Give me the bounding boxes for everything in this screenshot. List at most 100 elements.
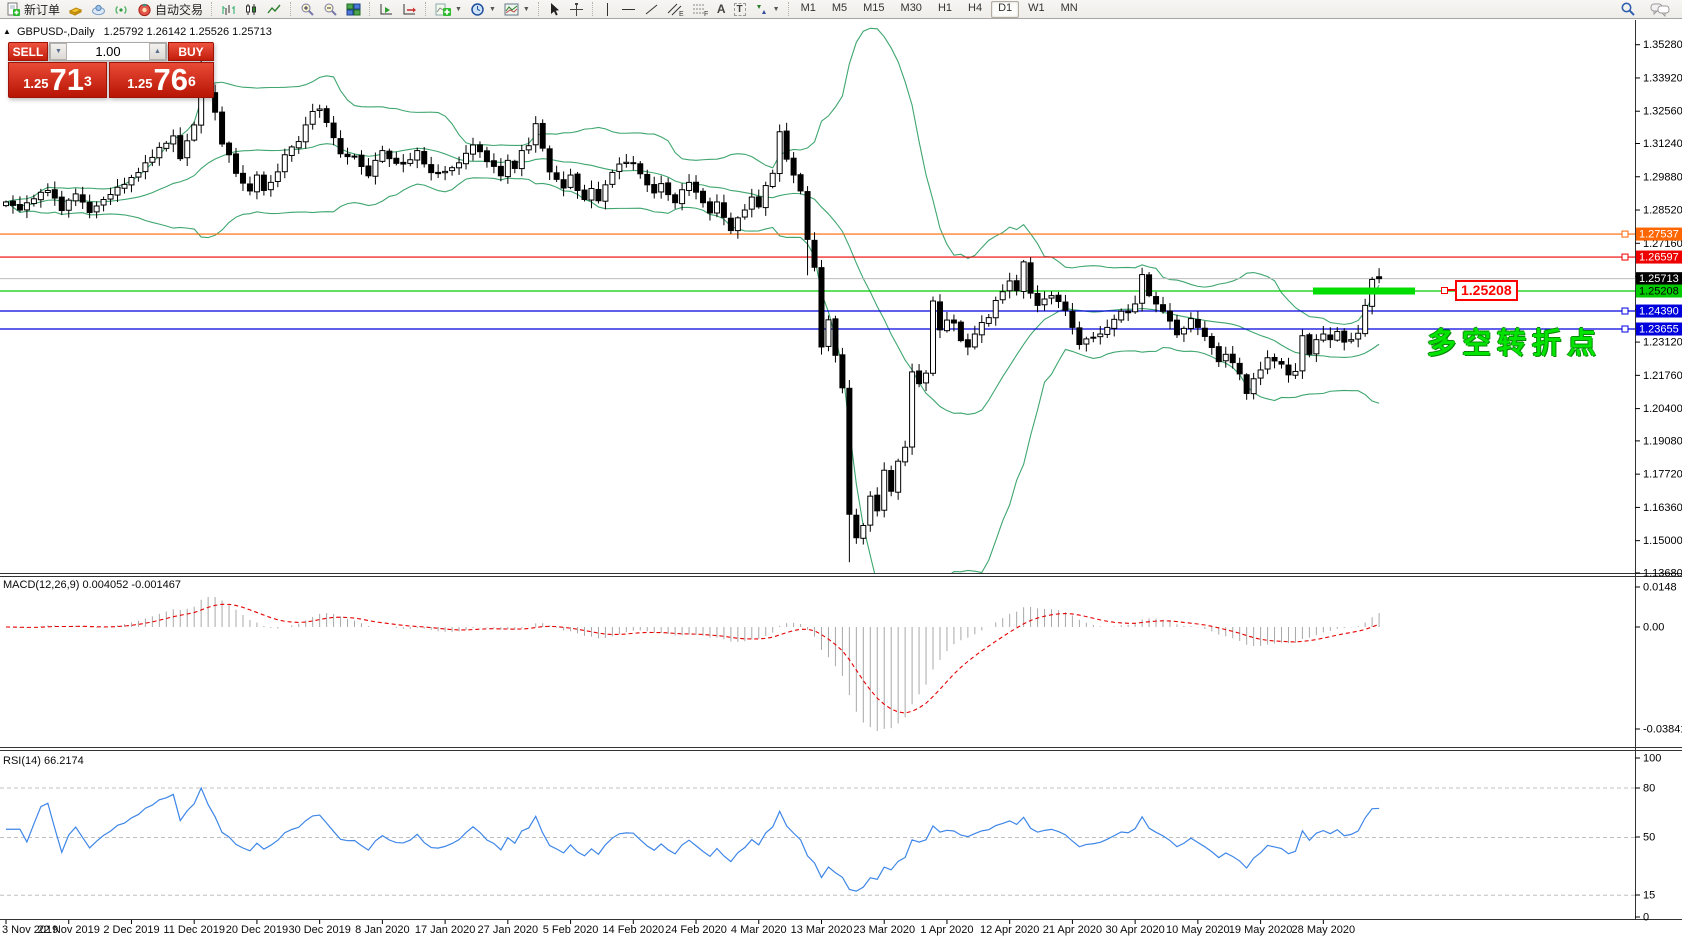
arrows-button[interactable]: ▼ (750, 0, 784, 19)
buy-button[interactable]: BUY (168, 42, 214, 61)
channel-icon: E (667, 2, 684, 17)
price-badge-label: 1.23655 (1639, 324, 1679, 336)
price-tick-label: 1.23120 (1643, 337, 1682, 349)
text-button[interactable]: A (713, 0, 730, 19)
zoom-in-button[interactable] (296, 0, 319, 19)
timeframe-W1[interactable]: W1 (1028, 1, 1045, 14)
price-badge (1636, 304, 1682, 318)
price-tick-label: 1.19080 (1643, 435, 1682, 447)
price-level-flag[interactable]: 1.25208 (1455, 280, 1518, 301)
rsi-tick-label: 0 (1643, 912, 1649, 924)
price-tick-label: 1.21760 (1643, 370, 1682, 382)
timeframe-H1[interactable]: H1 (937, 1, 952, 14)
price-badge-label: 1.25713 (1639, 273, 1679, 285)
styler-button[interactable] (64, 0, 87, 19)
dropdown-caret: ▼ (772, 5, 780, 13)
timeframe-D1[interactable]: D1 (991, 0, 1020, 18)
arrows-icon (754, 2, 769, 17)
dropdown-caret: ▼ (455, 5, 462, 13)
text-label-button[interactable]: T (730, 0, 750, 19)
date-label: 30 Dec 2019 (288, 924, 351, 936)
cloud-user-icon (91, 2, 106, 17)
crosshair-button[interactable] (565, 0, 588, 19)
volume-value[interactable]: 1.00 (67, 43, 149, 60)
volume-decrease-button[interactable]: ▼ (50, 43, 67, 60)
horizontal-line-icon (621, 2, 636, 17)
price-flag-handle[interactable] (1441, 287, 1448, 294)
volume-stepper: ▼ 1.00 ▲ (49, 42, 167, 61)
periods-button[interactable]: ▼ (466, 0, 500, 19)
price-badge-label: 1.27537 (1639, 229, 1679, 241)
signals-button[interactable] (110, 0, 133, 19)
timeframe-group: M1 M5 M15 M30 H1 H4 D1 W1 MN (794, 0, 1085, 18)
cursor-button[interactable] (544, 0, 565, 19)
timeframe-M15[interactable]: M15 (863, 1, 885, 14)
equidistant-channel-button[interactable]: E (663, 0, 688, 19)
chat-bubbles-icon (1650, 2, 1670, 17)
templates-button[interactable]: ▼ (500, 0, 534, 19)
price-tick-label: 1.20400 (1643, 403, 1682, 415)
timeframe-M1[interactable]: M1 (800, 1, 816, 14)
text-icon: A (716, 2, 726, 16)
macd-tick-label: 0.0148 (1643, 582, 1677, 594)
auto-trading-button[interactable]: 自动交易 (133, 0, 207, 19)
price-tick-label: 1.27160 (1643, 238, 1682, 250)
new-order-icon (6, 2, 21, 17)
sell-price-big: 71 (49, 62, 84, 97)
auto-trading-icon (137, 2, 152, 17)
price-tick-label: 1.17720 (1643, 469, 1682, 481)
macd-tick-label: -0.038415 (1643, 724, 1682, 736)
chat-button[interactable] (1646, 0, 1674, 19)
search-icon (1620, 1, 1636, 17)
community-button[interactable] (87, 0, 110, 19)
fibonacci-button[interactable]: F (688, 0, 713, 19)
trendline-button[interactable] (640, 0, 663, 19)
trendline-icon (644, 2, 659, 17)
new-order-button[interactable]: 新订单 (2, 0, 64, 19)
date-label: 14 Feb 2020 (602, 924, 665, 936)
zoom-out-icon (323, 2, 338, 17)
zoom-out-button[interactable] (319, 0, 342, 19)
date-label: 20 Dec 2019 (225, 924, 289, 936)
auto-scroll-button[interactable] (375, 0, 398, 19)
timeframe-M30[interactable]: M30 (900, 1, 922, 14)
indicators-button[interactable]: ▼ (431, 0, 466, 19)
buy-price-display[interactable]: 1.25 76 6 (109, 62, 214, 98)
date-label: 8 Jan 2020 (355, 924, 410, 936)
new-order-label: 新订单 (24, 2, 61, 17)
line-chart-button[interactable] (263, 0, 286, 19)
candlestick-chart-button[interactable] (240, 0, 263, 19)
price-tick-label: 1.28520 (1643, 205, 1682, 217)
rsi-line (6, 786, 1380, 892)
price-tick-label: 1.29880 (1643, 171, 1682, 183)
toolbar-separator (425, 2, 427, 16)
volume-increase-button[interactable]: ▲ (149, 43, 166, 60)
bar-chart-button[interactable] (217, 0, 240, 19)
search-button[interactable] (1616, 0, 1640, 19)
timeframe-M5[interactable]: M5 (831, 1, 848, 14)
vertical-line-icon (602, 2, 613, 17)
date-label: 27 Jan 2020 (477, 924, 539, 936)
auto-trading-label: 自动交易 (155, 2, 204, 17)
dropdown-caret: ▼ (522, 5, 530, 13)
timeframe-H4[interactable]: H4 (968, 1, 983, 14)
horizontal-line-button[interactable] (617, 0, 640, 19)
macd-signal-line (5, 603, 1380, 714)
price-badge-label: 1.26597 (1639, 252, 1679, 264)
tile-windows-button[interactable] (342, 0, 365, 19)
symbol-collapse-arrow[interactable]: ▲ (3, 27, 11, 36)
buy-price-big: 76 (153, 62, 188, 97)
chart-shift-button[interactable] (398, 0, 421, 19)
date-label: 11 Dec 2019 (163, 924, 225, 936)
sell-price-display[interactable]: 1.25 71 3 (8, 62, 107, 98)
line-handle (1621, 253, 1629, 261)
price-badge (1636, 272, 1682, 286)
price-badge (1636, 284, 1682, 298)
sell-button[interactable]: SELL (8, 42, 48, 61)
vertical-line-button[interactable] (598, 0, 617, 19)
candles-layer (3, 47, 1383, 563)
price-badge-label: 1.24390 (1639, 306, 1679, 318)
timeframe-MN[interactable]: MN (1060, 1, 1078, 14)
tile-windows-icon (346, 2, 361, 17)
